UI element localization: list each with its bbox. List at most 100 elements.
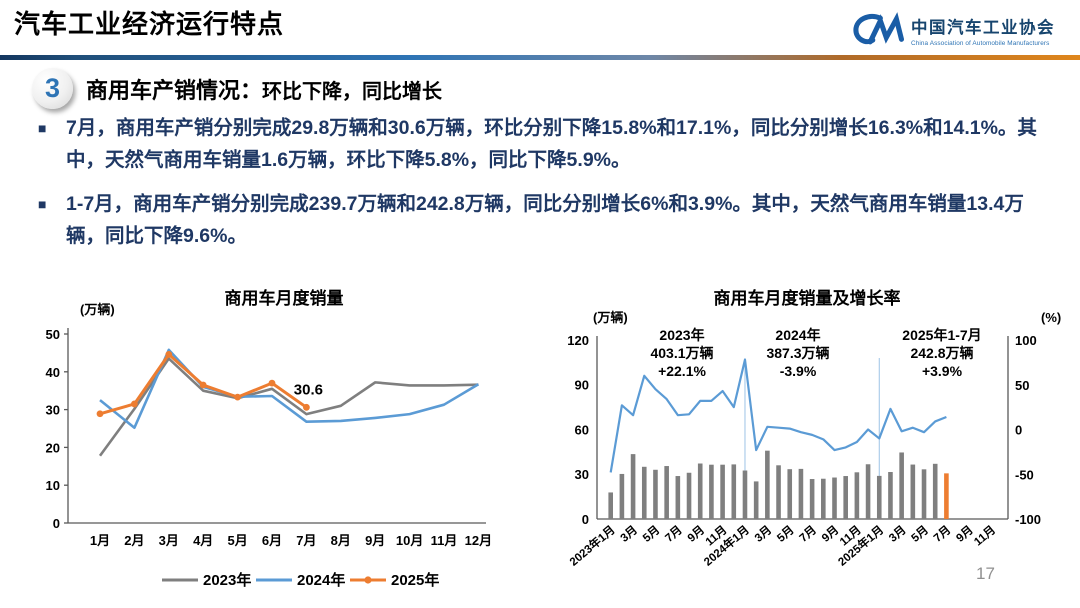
section-title: 商用车产销情况：环比下降，同比增长	[86, 73, 442, 105]
x-tick-label: 5月	[775, 523, 797, 544]
series-marker	[303, 403, 310, 411]
bullet-text-1: 7月，商用车产销分别完成29.8万辆和30.6万辆，环比分别下降15.8%和17…	[66, 117, 1037, 171]
svg-text:2月: 2月	[124, 533, 144, 548]
sales-bar	[899, 452, 904, 519]
section-title-sub: 环比下降，同比增长	[262, 81, 443, 103]
svg-text:1月: 1月	[90, 533, 110, 548]
sales-bar	[619, 473, 625, 519]
sales-bar	[630, 454, 636, 519]
x-tick-label: 2023年1月	[567, 523, 618, 569]
svg-text:-100: -100	[1015, 512, 1041, 527]
sales-bar	[944, 473, 949, 519]
svg-text:0: 0	[582, 512, 589, 527]
year-summary-annotation: 2024年	[775, 327, 820, 343]
sales-bar	[765, 450, 770, 519]
left-axis-unit: (万辆)	[593, 310, 628, 325]
year-summary-annotation: 403.1万辆	[650, 345, 713, 361]
x-tick-label: 11月	[972, 523, 998, 548]
svg-text:11月: 11月	[431, 533, 458, 548]
svg-text:60: 60	[575, 422, 589, 437]
sales-bar	[697, 463, 703, 519]
logo-text: 中国汽车工业协会 China Association of Automobile…	[911, 14, 1055, 47]
svg-text:20: 20	[46, 440, 60, 455]
year-summary-annotation: -3.9%	[780, 363, 817, 379]
x-tick-label: 3月	[886, 523, 908, 544]
series-marker	[131, 400, 138, 408]
sales-bar	[910, 464, 916, 519]
svg-text:-50: -50	[1015, 467, 1034, 482]
y-axis-unit: (万辆)	[80, 302, 115, 317]
sales-bar	[776, 465, 781, 519]
sales-bar	[888, 472, 893, 519]
year-summary-annotation: 242.8万辆	[910, 345, 973, 361]
year-summary-annotation: 2025年1-7月	[902, 327, 981, 343]
svg-text:4月: 4月	[193, 533, 213, 548]
svg-text:50: 50	[1015, 378, 1029, 393]
year-summary-annotation: 387.3万辆	[766, 345, 829, 361]
series-marker	[165, 351, 173, 358]
svg-text:10月: 10月	[396, 533, 423, 548]
sales-bar	[921, 469, 927, 519]
header-divider	[0, 55, 1080, 60]
svg-text:50: 50	[46, 327, 60, 342]
sales-bar	[821, 478, 826, 519]
sales-and-growth-combo-chart: 商用车月度销量及增长率 (万辆) (%) 0 30 60 90 120 -100 -50 0 50 10…	[545, 282, 1075, 604]
page-title: 汽车工业经济运行特点	[14, 9, 285, 39]
svg-text:10: 10	[46, 478, 60, 493]
sales-bar	[854, 472, 860, 519]
series-marker	[234, 393, 242, 401]
svg-text:0: 0	[1015, 423, 1022, 438]
bullet-text-2: 1-7月，商用车产销分别完成239.7万辆和242.8万辆，同比分别增长6%和3…	[66, 193, 1024, 247]
svg-text:120: 120	[567, 333, 589, 348]
x-tick-label: 7月	[663, 523, 685, 544]
legend-label: 2024年	[297, 571, 345, 589]
sales-and-growth-combo-chart-svg: 商用车月度销量及增长率 (万辆) (%) 0 30 60 90 120 -100 -50 0 50 10…	[567, 288, 1062, 569]
x-tick-label: 9月	[819, 523, 841, 544]
svg-text:7月: 7月	[296, 533, 316, 548]
sales-bar	[675, 476, 681, 519]
bullet-marker-icon: ■	[38, 196, 47, 213]
section-title-main: 商用车产销情况：	[86, 78, 263, 103]
sales-bar	[787, 469, 793, 519]
chart-title: 商用车月度销量及增长率	[714, 288, 901, 308]
sales-bar	[608, 492, 613, 519]
year-summary-annotation: +3.9%	[922, 363, 963, 379]
svg-text:9月: 9月	[365, 533, 385, 548]
bullet-item: ■ 7月，商用车产销分别完成29.8万辆和30.6万辆，环比分别下降15.8%和…	[38, 113, 1062, 176]
sales-bar	[809, 479, 815, 519]
monthly-sales-line-chart-svg: 商用车月度销量 (万辆) 0 10 20 30 40 50 1月 2月 3月 4月 5月 6月 7月 8月 9月…	[46, 288, 493, 589]
monthly-sales-line-chart: 商用车月度销量 (万辆) 0 10 20 30 40 50 1月 2月 3月 4月 5月 6月 7月 8月 9月…	[34, 282, 519, 604]
svg-text:5月: 5月	[227, 533, 247, 548]
series-marker	[96, 410, 104, 418]
svg-text:100: 100	[1015, 333, 1037, 348]
logo-org-name-cn: 中国汽车工业协会	[911, 18, 1055, 37]
svg-text:30: 30	[575, 467, 589, 482]
data-label-july: 30.6	[294, 381, 323, 398]
sales-bar	[753, 481, 759, 519]
x-tick-label: 7月	[797, 523, 819, 544]
sales-bar	[664, 466, 669, 519]
logo-org-name-en: China Association of Automobile Manufact…	[911, 39, 1050, 47]
series-marker	[199, 381, 207, 389]
bullet-list: ■ 7月，商用车产销分别完成29.8万辆和30.6万辆，环比分别下降15.8%和…	[38, 113, 1062, 265]
sales-bar	[798, 468, 804, 519]
sales-bar	[641, 466, 647, 519]
bullet-marker-icon: ■	[38, 120, 47, 136]
chart-title: 商用车月度销量	[225, 288, 344, 308]
series-line-2024年	[99, 348, 480, 430]
sales-bar	[932, 463, 938, 519]
year-summary-annotation: +22.1%	[658, 363, 706, 379]
sales-bar	[832, 477, 837, 519]
year-summary-annotation: 2023年	[659, 327, 704, 343]
legend-label: 2023年	[203, 571, 251, 589]
legend-label: 2025年	[391, 571, 439, 589]
sales-bar	[720, 464, 725, 519]
sales-bar	[876, 475, 882, 519]
sales-bar	[742, 470, 748, 519]
x-tick-label: 9月	[954, 523, 976, 544]
page-number: 17	[976, 564, 995, 583]
right-axis-unit: (%)	[1041, 310, 1061, 325]
sales-bar	[731, 464, 737, 519]
series-line-2023年	[98, 357, 479, 457]
